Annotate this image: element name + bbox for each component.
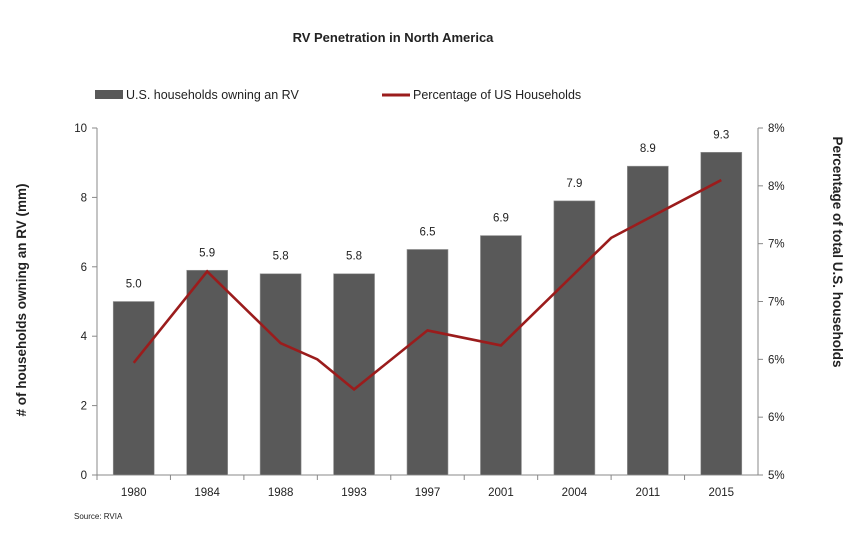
y-tick-label-right: 8% bbox=[768, 181, 785, 193]
y-axis-label-left: # of households owning an RV (mm) bbox=[14, 183, 29, 416]
bar-data-label: 5.8 bbox=[273, 251, 289, 263]
y-tick-label-right: 7% bbox=[768, 297, 785, 309]
bar-data-label: 6.9 bbox=[493, 213, 509, 225]
y-tick-label-right: 5% bbox=[768, 470, 785, 482]
y-tick-label-left: 4 bbox=[81, 331, 88, 343]
x-tick-label: 2011 bbox=[635, 487, 660, 499]
source-note: Source: RVIA bbox=[74, 512, 123, 521]
legend: U.S. households owning an RV Percentage … bbox=[95, 88, 581, 102]
y-tick-label-right: 7% bbox=[768, 239, 785, 251]
legend-swatch-bar bbox=[95, 90, 123, 99]
y-tick-label-right: 6% bbox=[768, 354, 785, 366]
bar-data-label: 5.8 bbox=[346, 251, 362, 263]
bar bbox=[554, 201, 595, 475]
y-tick-label-right: 8% bbox=[768, 123, 785, 135]
bar bbox=[407, 249, 448, 475]
bar-data-label: 7.9 bbox=[566, 178, 582, 190]
y-tick-label-left: 6 bbox=[81, 262, 87, 274]
bar bbox=[260, 274, 301, 475]
x-tick-label: 1988 bbox=[268, 487, 294, 499]
x-tick-label: 1984 bbox=[194, 487, 220, 499]
bar-data-label: 6.5 bbox=[420, 226, 436, 238]
bar-data-label: 5.0 bbox=[126, 279, 142, 291]
bar bbox=[480, 236, 521, 475]
y-tick-label-left: 8 bbox=[81, 192, 87, 204]
y-tick-label-left: 2 bbox=[81, 401, 87, 413]
x-tick-label: 2015 bbox=[708, 487, 734, 499]
x-tick-label: 1997 bbox=[415, 487, 441, 499]
x-tick-label: 2001 bbox=[488, 487, 514, 499]
y-tick-label-left: 0 bbox=[81, 470, 87, 482]
bar-data-label: 5.9 bbox=[199, 247, 215, 259]
y-tick-label-right: 6% bbox=[768, 412, 785, 424]
bar-data-label: 8.9 bbox=[640, 143, 656, 155]
bar bbox=[187, 270, 228, 475]
bar bbox=[334, 274, 375, 475]
bar-data-label: 9.3 bbox=[713, 129, 729, 141]
x-tick-label: 2004 bbox=[562, 487, 588, 499]
x-tick-label: 1980 bbox=[121, 487, 147, 499]
chart-title: RV Penetration in North America bbox=[293, 30, 495, 45]
x-tick-label: 1993 bbox=[341, 487, 367, 499]
y-tick-label-left: 10 bbox=[74, 123, 87, 135]
bar bbox=[113, 302, 154, 476]
legend-label-line: Percentage of US Households bbox=[413, 88, 581, 102]
y-axis-label-right: Percentage of total U.S. households bbox=[830, 136, 845, 367]
bar bbox=[701, 152, 742, 475]
legend-label-bar: U.S. households owning an RV bbox=[126, 88, 299, 102]
